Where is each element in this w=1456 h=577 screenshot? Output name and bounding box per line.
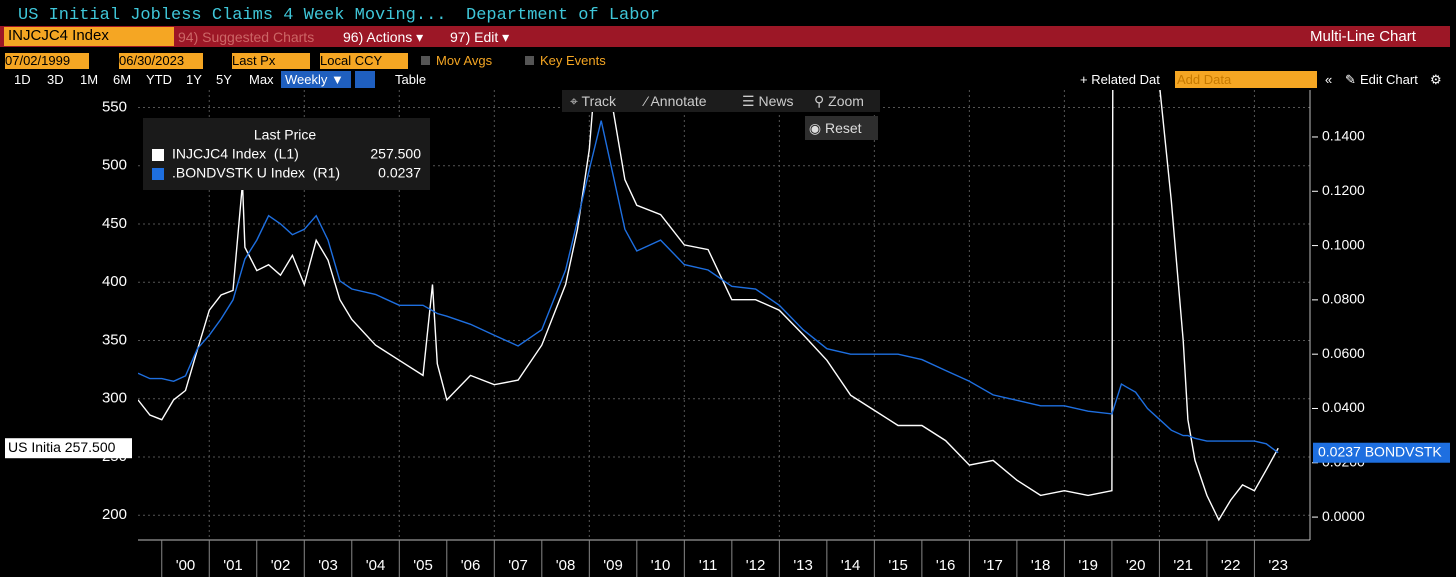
- plot: [138, 90, 1279, 522]
- x-tick-label: '16: [936, 557, 956, 574]
- x-tick-label: '21: [1173, 557, 1193, 574]
- edit-chart[interactable]: Edit Chart: [1360, 72, 1418, 87]
- x-tick-label: '01: [223, 557, 243, 574]
- x-tick-label: '18: [1031, 557, 1051, 574]
- related-data[interactable]: + Related Dat: [1080, 72, 1160, 87]
- y-tick-label: 200: [102, 506, 127, 523]
- suggested-charts[interactable]: 94) Suggested Charts: [178, 29, 315, 45]
- period-button[interactable]: 3D: [47, 72, 64, 87]
- x-tick-label: '22: [1221, 557, 1241, 574]
- chart-tools: [562, 90, 880, 112]
- period-button[interactable]: YTD: [146, 72, 172, 87]
- y-tick-label: 300: [102, 390, 127, 407]
- table-button[interactable]: Table: [395, 72, 427, 87]
- chart-icon[interactable]: [355, 71, 375, 88]
- annotate-tool[interactable]: ⁄ Annotate: [645, 93, 707, 109]
- data-source: Department of Labor: [466, 6, 660, 25]
- y-tick-label: 400: [102, 273, 127, 290]
- toolbar: [0, 26, 1450, 47]
- legend-title: Last Price: [254, 127, 316, 143]
- x-tick-label: '03: [318, 557, 338, 574]
- y2-tick-label: 0.0400: [1322, 399, 1365, 415]
- period-button[interactable]: 5Y: [216, 72, 232, 87]
- reset-label: Reset: [825, 120, 862, 136]
- y2-tick-label: 0.1400: [1322, 128, 1365, 144]
- x-tick-label: '20: [1126, 557, 1146, 574]
- legend-box: [143, 118, 430, 190]
- y-tick-label: 450: [102, 215, 127, 232]
- track-label: Track: [581, 93, 617, 109]
- checkbox[interactable]: [525, 56, 534, 65]
- x-tick-label: '13: [793, 557, 813, 574]
- y2-tick-label: 0.0000: [1322, 508, 1365, 524]
- x-tick-label: '08: [556, 557, 576, 574]
- period-button[interactable]: 1M: [80, 72, 99, 87]
- last-value-tag: [1313, 442, 1450, 463]
- edit-menu[interactable]: 97) Edit ▾: [450, 29, 510, 45]
- x-tick-label: '06: [461, 557, 481, 574]
- legend-label: INJCJC4 Index (L1): [172, 146, 299, 162]
- x-tick-label: '12: [746, 557, 766, 574]
- currency-select[interactable]: Local CCY: [320, 53, 408, 69]
- x-tick-label: '19: [1078, 557, 1098, 574]
- legend-value: 0.0237: [378, 165, 421, 181]
- series-line: [138, 120, 1279, 454]
- edit-icon[interactable]: ✎: [1345, 72, 1356, 87]
- x-tick-label: '17: [983, 557, 1003, 574]
- y-tick-label: 350: [102, 331, 127, 348]
- x-tick-label: '10: [651, 557, 671, 574]
- y2-tick-label: 0.1000: [1322, 236, 1365, 252]
- x-tick-label: '11: [699, 557, 717, 574]
- actions-menu[interactable]: 96) Actions ▾: [343, 29, 424, 45]
- news-label: News: [758, 93, 794, 109]
- mov-avgs[interactable]: Mov Avgs: [436, 53, 493, 68]
- last-value-tag-label: 0.0237 BONDVSTK: [1318, 443, 1442, 459]
- settings-icon[interactable]: ⚙: [1430, 72, 1442, 87]
- period-button[interactable]: Max: [249, 72, 274, 87]
- y-tick-label: 550: [102, 98, 127, 115]
- x-tick-label: '15: [888, 557, 908, 574]
- zoom-tool[interactable]: ⚲ Zoom: [814, 93, 864, 109]
- track-tool[interactable]: ⌖ Track: [570, 93, 617, 109]
- x-tick-label: '14: [841, 557, 861, 574]
- security-title: US Initial Jobless Claims 4 Week Moving.…: [18, 6, 447, 25]
- collapse-icon[interactable]: «: [1325, 72, 1333, 87]
- legend-swatch: [152, 168, 164, 180]
- y2-tick-label: 0.0600: [1322, 345, 1365, 361]
- x-tick-label: '07: [508, 557, 528, 574]
- period-button[interactable]: 6M: [113, 72, 132, 87]
- legend-swatch: [152, 149, 164, 161]
- y-tick-label: 500: [102, 157, 127, 174]
- series-line: [138, 90, 1279, 522]
- end-date[interactable]: 06/30/2023: [119, 53, 203, 69]
- x-tick-label: '09: [603, 557, 623, 574]
- news-tool[interactable]: ☰ News: [742, 93, 794, 109]
- start-date[interactable]: 07/02/1999: [5, 53, 89, 69]
- reset-button[interactable]: ◉ Reset: [805, 116, 878, 140]
- period-button[interactable]: 1Y: [186, 72, 202, 87]
- x-tick-label: '00: [176, 557, 196, 574]
- legend-label: .BONDVSTK U Index (R1): [172, 165, 340, 181]
- security-input[interactable]: INJCJC4 Index: [4, 27, 174, 46]
- chart-type: Multi-Line Chart: [1310, 28, 1416, 45]
- zoom-label: Zoom: [828, 93, 864, 109]
- last-value-tag: [5, 438, 132, 459]
- y2-tick-label: 0.0800: [1322, 291, 1365, 307]
- price-select[interactable]: Last Px: [232, 53, 310, 69]
- add-data-input[interactable]: Add Data: [1175, 71, 1317, 88]
- last-value-tag-label: US Initia 257.500: [8, 439, 116, 455]
- frequency-select[interactable]: Weekly ▼: [281, 71, 351, 88]
- x-tick-label: '04: [366, 557, 386, 574]
- checkbox[interactable]: [421, 56, 430, 65]
- period-button[interactable]: 1D: [14, 72, 31, 87]
- annotate-label: Annotate: [650, 93, 707, 109]
- x-tick-label: '02: [271, 557, 291, 574]
- key-events[interactable]: Key Events: [540, 53, 606, 68]
- x-tick-label: '23: [1268, 557, 1288, 574]
- y2-tick-label: 0.1200: [1322, 182, 1365, 198]
- legend-value: 257.500: [370, 146, 421, 162]
- x-tick-label: '05: [413, 557, 433, 574]
